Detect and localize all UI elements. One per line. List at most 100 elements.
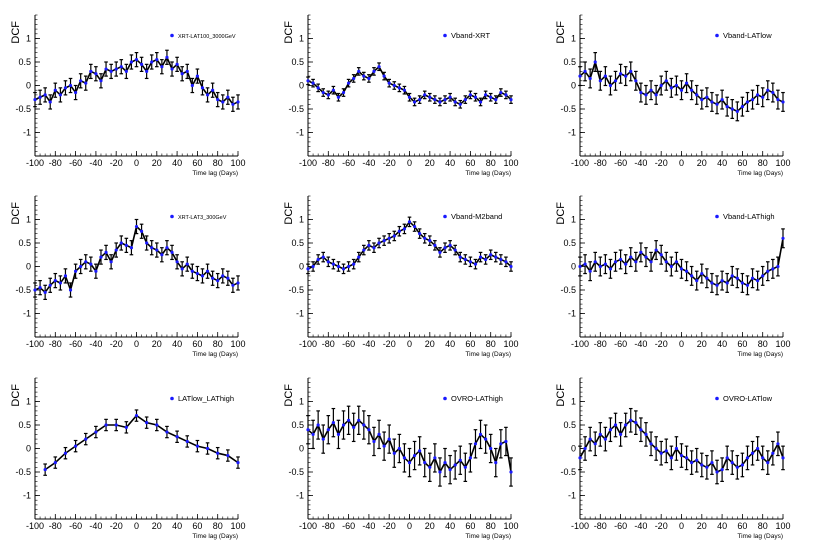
- data-point: [226, 95, 230, 99]
- data-point: [761, 456, 765, 460]
- data-point: [114, 67, 118, 71]
- data-point: [588, 76, 592, 81]
- x-tick-label: 80: [758, 339, 768, 349]
- data-point: [478, 432, 483, 436]
- data-point: [190, 83, 194, 88]
- data-point: [336, 432, 341, 436]
- y-tick-label: -0.5: [288, 104, 304, 114]
- data-point: [684, 81, 689, 85]
- data-point: [134, 414, 139, 418]
- data-point: [624, 423, 628, 427]
- data-point: [352, 425, 356, 429]
- x-tick-label: -100: [571, 339, 589, 349]
- x-axis-title: Time lag (Days): [192, 533, 238, 540]
- data-point: [211, 276, 215, 280]
- data-point: [226, 453, 230, 458]
- data-point: [443, 98, 447, 102]
- data-point: [195, 74, 199, 78]
- data-point: [200, 86, 205, 90]
- legend-label: XRT-LAT100_3000GeV: [178, 34, 236, 40]
- data-point: [781, 456, 785, 460]
- y-axis-title: DCF: [555, 21, 567, 44]
- data-point: [331, 262, 335, 266]
- data-point: [448, 95, 452, 99]
- x-tick-label: 60: [192, 158, 202, 168]
- data-point: [139, 229, 144, 233]
- data-point: [63, 86, 68, 90]
- data-point: [619, 72, 623, 76]
- legend-marker: [443, 396, 447, 401]
- x-tick-label: 80: [213, 339, 223, 349]
- data-point: [89, 262, 93, 266]
- x-tick-label: -20: [110, 521, 123, 531]
- data-point: [629, 418, 633, 422]
- data-point: [705, 465, 709, 469]
- data-point: [700, 98, 704, 102]
- data-point: [236, 281, 240, 285]
- data-point: [761, 95, 765, 99]
- x-tick-label: -60: [614, 158, 627, 168]
- data-point: [684, 269, 689, 273]
- data-point: [634, 421, 638, 425]
- y-tick-label: 0.5: [291, 420, 304, 430]
- x-tick-label: 100: [775, 158, 790, 168]
- data-point: [155, 248, 159, 252]
- y-axis-title: DCF: [10, 202, 22, 225]
- data-point: [231, 102, 235, 106]
- legend-label: Vband-M2band: [451, 212, 502, 221]
- data-point: [771, 90, 775, 95]
- data-point: [588, 437, 592, 441]
- x-tick-label: 100: [503, 521, 518, 531]
- data-point: [392, 83, 396, 88]
- x-tick-label: -20: [655, 339, 668, 349]
- x-tick-label: 80: [486, 339, 496, 349]
- data-point: [231, 283, 235, 287]
- data-point: [603, 437, 607, 441]
- data-point: [720, 279, 724, 283]
- data-point: [468, 260, 472, 264]
- data-point: [402, 88, 407, 92]
- data-point: [776, 98, 780, 102]
- data-point: [684, 456, 689, 460]
- data-point: [608, 428, 613, 432]
- x-tick-label: 60: [737, 158, 747, 168]
- data-point: [649, 260, 653, 264]
- data-point: [659, 253, 663, 257]
- dcf-panel-9: -100 -80 -60 -40 -20 0 20 40 60 80 100 -1 -0.5 0 0.5 1D…: [555, 377, 791, 540]
- data-point: [735, 465, 739, 469]
- data-point: [756, 446, 760, 451]
- data-point: [372, 246, 376, 250]
- data-point: [362, 74, 366, 78]
- data-point: [170, 67, 174, 71]
- y-tick-label: 0.5: [291, 57, 304, 67]
- data-point: [119, 65, 123, 69]
- data-point: [619, 432, 623, 436]
- data-point: [433, 98, 437, 102]
- y-tick-label: -0.5: [288, 467, 304, 477]
- data-point: [499, 257, 503, 262]
- data-point: [664, 79, 668, 83]
- y-tick-label: 0.5: [18, 57, 31, 67]
- y-tick-label: 1: [571, 215, 576, 225]
- data-point: [428, 465, 432, 469]
- data-point: [705, 276, 709, 280]
- data-point: [412, 453, 417, 458]
- y-tick-label: -1: [568, 309, 576, 319]
- y-axis-title: DCF: [10, 384, 22, 407]
- x-tick-label: 40: [717, 158, 727, 168]
- data-point: [478, 255, 483, 259]
- data-point: [725, 105, 729, 109]
- data-point: [756, 93, 760, 97]
- x-tick-label: 100: [503, 339, 518, 349]
- x-tick-label: 0: [407, 339, 412, 349]
- data-point: [654, 93, 658, 97]
- data-point: [68, 83, 73, 88]
- data-point: [190, 269, 194, 273]
- x-tick-label: 80: [213, 521, 223, 531]
- y-tick-label: -0.5: [560, 285, 576, 295]
- x-tick-label: -80: [49, 158, 62, 168]
- data-point: [336, 95, 341, 99]
- data-point: [397, 229, 401, 233]
- y-tick-label: 0: [26, 444, 31, 454]
- dcf-panel-1: -100 -80 -60 -40 -20 0 20 40 60 80 100 -1 -0.5 0 0.5 1D…: [10, 14, 246, 177]
